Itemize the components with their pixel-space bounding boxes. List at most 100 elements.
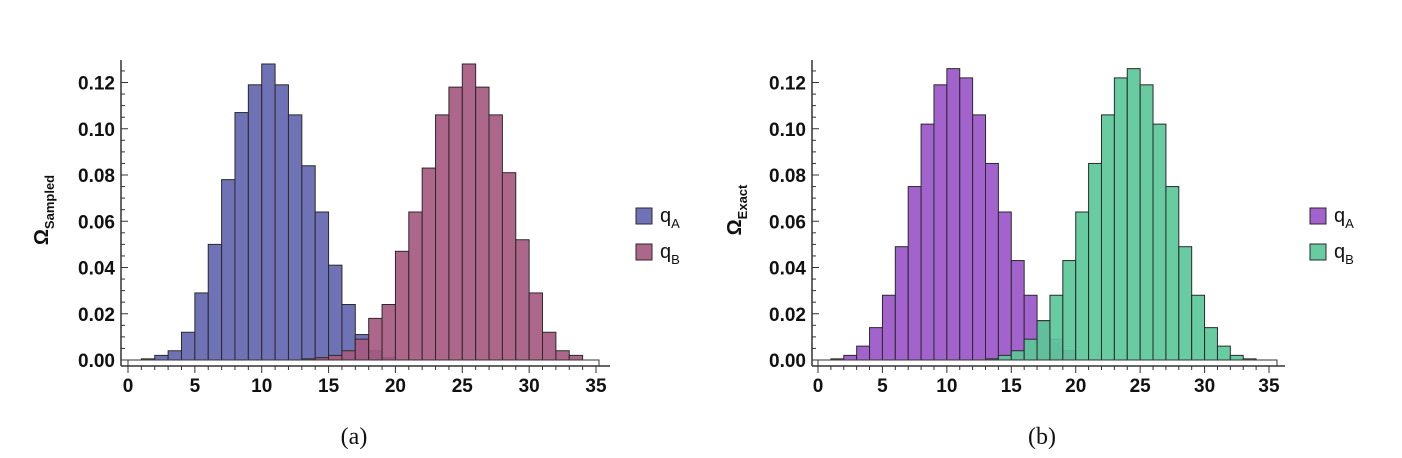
panel-caption: (a) (341, 424, 368, 450)
x-tick-label: 25 (452, 376, 474, 397)
legend-label-subscript: B (671, 252, 680, 267)
bar-a-bin-7 (221, 179, 236, 361)
x-tick-label: 5 (190, 376, 201, 397)
bar-b-bin-19 (1062, 260, 1077, 361)
bar-a-bin-3 (856, 345, 871, 361)
legend-label-subscript: A (1345, 216, 1354, 231)
y-axis-label-subscript: Exact (735, 184, 750, 219)
bar-a-bin-11 (274, 84, 289, 361)
y-axis-label: ΩSampled (31, 175, 57, 245)
bar-a-bin-12 (972, 114, 987, 361)
bar-b-bin-31 (542, 331, 557, 361)
bar-a-bin-7 (907, 186, 922, 361)
y-tick-label: 0.06 (78, 212, 115, 233)
bar-b-bin-23 (1113, 77, 1128, 361)
legend-label-qb: qB (660, 241, 680, 267)
bar-b-bin-28 (1178, 246, 1193, 361)
bar-a-bin-9 (933, 84, 948, 361)
legend-swatch-qa (1309, 207, 1327, 225)
bar-b-bin-16 (341, 350, 356, 361)
bar-a-bin-15 (1010, 260, 1025, 361)
bar-b-bin-30 (528, 292, 544, 361)
y-tick-label: 0.08 (78, 166, 115, 187)
bar-b-bin-15 (1010, 350, 1025, 361)
y-tick-label: 0.06 (769, 212, 806, 233)
bar-a-bin-5 (881, 294, 896, 361)
bar-b-bin-27 (1165, 186, 1180, 361)
bar-b-bin-18 (368, 317, 383, 361)
legend-label-qa: qA (1334, 205, 1354, 231)
bar-b-bin-26 (1152, 123, 1167, 361)
bar-b-bin-22 (421, 167, 437, 361)
bar-b-bin-14 (997, 354, 1012, 361)
x-tick-label: 10 (936, 376, 957, 397)
x-tick-label: 15 (1001, 376, 1023, 397)
y-tick-label: 0.12 (769, 74, 806, 95)
x-tick-label: 30 (1194, 376, 1215, 397)
bar-a-bin-10 (261, 63, 276, 361)
legend-label-name: q (1334, 205, 1345, 227)
bar-a-bin-13 (985, 162, 999, 361)
bar-b-bin-24 (1126, 68, 1141, 361)
x-tick-label: 20 (385, 376, 406, 397)
panel-caption: (b) (1028, 424, 1056, 450)
bar-b-bin-25 (1139, 84, 1154, 361)
bar-b-bin-18 (1049, 294, 1064, 361)
bar-a-bin-6 (207, 243, 223, 361)
bar-b-bin-28 (501, 172, 517, 361)
bar-b-bin-22 (1100, 114, 1115, 361)
bar-a-bin-4 (869, 327, 883, 361)
legend-label-subscript: A (671, 216, 680, 231)
bar-a-bin-13 (301, 165, 316, 361)
y-axis-label-symbol: Ω (31, 229, 53, 245)
legend-swatch-qb (1309, 243, 1327, 261)
baseline-strip (127, 359, 600, 367)
bar-a-bin-8 (920, 123, 935, 361)
x-tick-label: 20 (1065, 376, 1086, 397)
bar-a-bin-12 (287, 114, 303, 361)
bar-b-bin-21 (408, 211, 423, 361)
bar-b-bin-17 (1036, 320, 1051, 361)
bar-b-bin-19 (381, 304, 396, 361)
bar-b-bin-25 (461, 63, 477, 361)
bar-b-bin-26 (475, 86, 490, 361)
bar-b-bin-24 (448, 86, 463, 361)
bar-b-bin-32 (1229, 354, 1244, 361)
x-tick-label: 15 (318, 376, 340, 397)
bar-a-bin-3 (167, 350, 182, 361)
x-tick-label: 5 (877, 376, 888, 397)
y-tick-label: 0.08 (769, 166, 806, 187)
y-tick-label: 0.02 (769, 305, 806, 326)
bar-a-bin-5 (194, 292, 209, 361)
x-tick-label: 35 (1258, 376, 1280, 397)
bar-b-bin-20 (1075, 211, 1090, 361)
bar-a-bin-2 (154, 354, 169, 361)
legend-label-qa: qA (660, 205, 680, 231)
bar-b-bin-23 (435, 114, 450, 361)
x-tick-label: 30 (519, 376, 540, 397)
bar-b-bin-31 (1216, 345, 1231, 361)
bar-a-bin-11 (959, 77, 974, 361)
legend-swatch-qb (635, 243, 653, 261)
y-tick-label: 0.10 (78, 120, 115, 141)
legend-label-qb: qB (1334, 241, 1354, 267)
bar-b-bin-29 (515, 239, 530, 361)
bar-b-bin-16 (1023, 338, 1038, 361)
bar-a-bin-2 (843, 354, 858, 361)
x-tick-label: 0 (813, 376, 824, 397)
y-tick-label: 0.00 (769, 351, 806, 372)
y-tick-label: 0.12 (78, 74, 115, 95)
y-tick-label: 0.02 (78, 305, 115, 326)
bar-b-bin-33 (568, 354, 584, 361)
bar-a-bin-9 (247, 84, 263, 361)
x-tick-label: 35 (585, 376, 607, 397)
y-tick-label: 0.04 (78, 259, 115, 280)
legend-label-name: q (1334, 241, 1345, 263)
y-tick-label: 0.04 (769, 259, 806, 280)
x-tick-label: 25 (1130, 376, 1152, 397)
bar-a-bin-15 (328, 264, 343, 361)
y-axis-label: ΩExact (724, 184, 750, 235)
baseline-strip (817, 359, 1278, 367)
bar-a-bin-14 (997, 211, 1012, 361)
y-tick-label: 0.10 (769, 120, 806, 141)
